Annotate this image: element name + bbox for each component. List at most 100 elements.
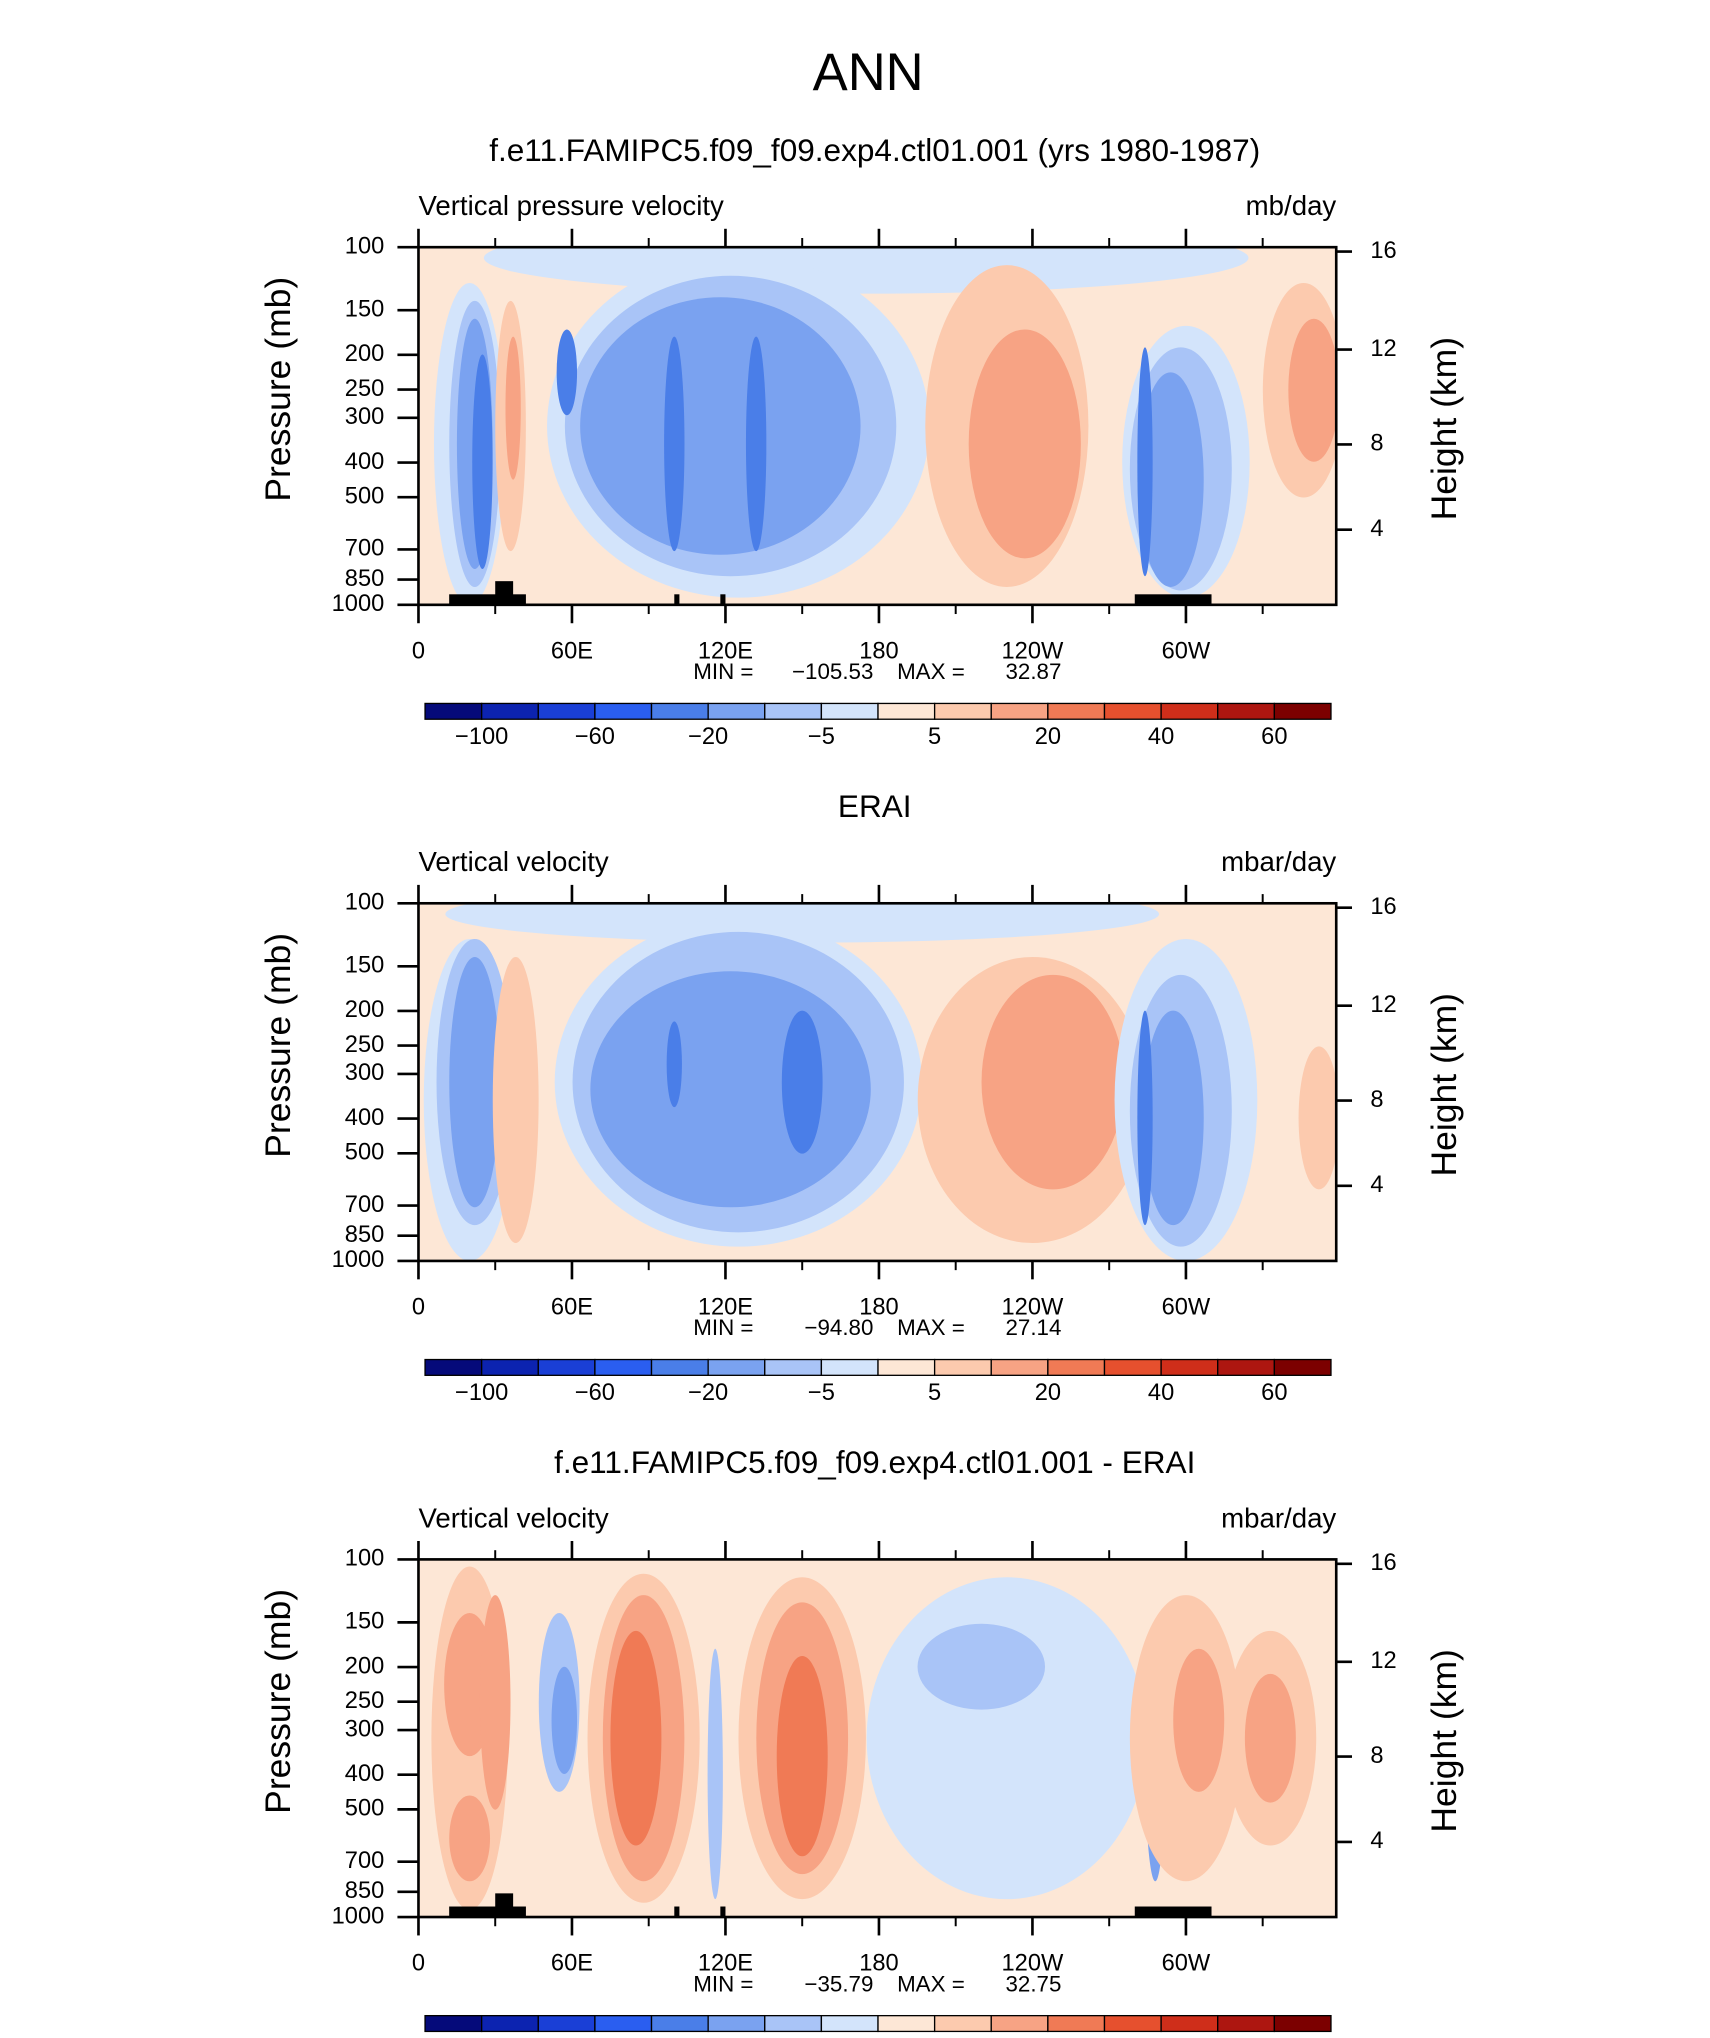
colorbar-swatch [537,2014,596,2033]
y-tick-label: 250 [345,1688,384,1714]
y2-tick-label: 4 [1370,516,1383,542]
y-tick-label: 400 [345,1761,384,1787]
x-tick-label: 0 [412,1951,425,1977]
x-tick-label: 180 [859,638,898,664]
y2-tick-label: 8 [1370,431,1383,457]
y-tick-label: 500 [345,1796,384,1822]
colorbar-swatch [1103,2014,1162,2033]
contour-fill [707,1648,723,1900]
y2-tick-label: 12 [1370,992,1396,1018]
y-tick-label: 250 [345,1032,384,1058]
colorbar-swatch [424,702,483,720]
terrain [495,1893,514,1918]
colorbar-swatch [764,2014,823,2033]
y2-tick-label: 12 [1370,336,1396,362]
x-tick-label: 60W [1162,1951,1211,1977]
x-tick-label: 120E [698,638,753,664]
colorbar-swatch [594,702,653,720]
y-axis-title: Pressure (mb) [258,933,298,1158]
x-tick-label: 120W [1002,1295,1064,1321]
max-value: 32.87 [1006,659,1062,684]
colorbar-swatch [990,1358,1049,1376]
min-value: −105.53 [792,659,873,684]
y-tick-label: 1000 [332,591,385,617]
colorbar-swatch [424,1358,483,1376]
colorbar-label: −20 [631,2036,671,2038]
colorbar-label: 40 [1205,2036,1231,2038]
contour-fill [917,1623,1046,1710]
contour-fill [551,1666,578,1774]
contour-fill [781,1010,823,1154]
colorbar-swatch [1217,702,1276,720]
y2-tick-label: 16 [1370,894,1396,920]
y-tick-label: 300 [345,1716,384,1742]
colorbar-label: 20 [1035,724,1061,750]
contour-fill [1173,1648,1225,1792]
colorbar-swatch [707,2014,766,2033]
y2-tick-label: 8 [1370,1743,1383,1769]
colorbar-swatch [481,2014,539,2033]
x-tick-label: 120W [1002,638,1064,664]
colorbar-swatch [650,2014,709,2033]
terrain [720,594,726,605]
colorbar-swatch [650,702,709,720]
min-value: −94.80 [804,1315,873,1340]
y-tick-label: 200 [345,341,384,367]
y-tick-label: 700 [345,1192,384,1218]
y-axis-title: Pressure (mb) [258,277,298,502]
terrain [674,1906,680,1918]
colorbar-swatch [1160,1358,1219,1376]
y2-tick-label: 16 [1370,1550,1396,1576]
colorbar-swatch [537,702,596,720]
max-label: MAX = [897,1315,965,1340]
y-tick-label: 1000 [332,1247,385,1273]
min-value: −35.79 [804,1971,873,1996]
y2-axis-title: Height (km) [1424,1649,1464,1832]
colorbar-swatch [877,1358,936,1376]
min-label: MIN = [693,659,753,684]
contour-fill [1137,347,1153,577]
colorbar-swatch [764,1358,823,1376]
y2-tick-label: 12 [1370,1648,1396,1674]
colorbar-swatch [933,702,992,720]
y-tick-label: 850 [345,1878,384,1904]
colorbar-label: −15 [688,2036,728,2038]
x-tick-label: 180 [859,1951,898,1977]
colorbar-label: 40 [1148,1380,1174,1406]
contour-fill [445,903,1160,943]
colorbar-swatch [820,702,879,720]
y2-axis-title: Height (km) [1424,993,1464,1176]
y-tick-label: 400 [345,1105,384,1131]
colorbar-swatch [990,2014,1049,2033]
colorbar-swatch [820,2014,879,2033]
plot-frame [417,245,1338,607]
colorbar-label: 30 [1148,2036,1174,2038]
colorbar-swatch [1047,2014,1106,2033]
colorbar-label: 5 [928,1380,941,1406]
colorbar-label: −20 [688,724,728,750]
contour-field [418,247,1337,605]
contour-fill [664,336,685,552]
contour-fill [981,974,1125,1190]
contour-fill [580,297,861,555]
colorbar-swatch [537,1358,596,1376]
plot-frame [417,1558,1338,1919]
colorbar-swatch [764,702,823,720]
terrain [449,594,526,605]
colorbar-swatch [1273,2014,1332,2033]
min-label: MIN = [693,1971,753,1996]
contour-fill [479,1595,511,1810]
max-label: MAX = [897,659,965,684]
y-tick-label: 150 [345,953,384,979]
x-tick-label: 120E [698,1951,753,1977]
y-tick-label: 500 [345,1140,384,1166]
colorbar-label: 20 [1091,2036,1117,2038]
units-label: mbar/day [1221,1502,1336,1533]
y-tick-label: 150 [345,296,384,322]
y-tick-label: 300 [345,1060,384,1086]
colorbar-swatch [1103,702,1162,720]
panel-title: ERAI [838,788,912,824]
terrain [1134,1906,1212,1918]
colorbar-label: −100 [455,724,508,750]
x-tick-label: 60W [1162,1295,1211,1321]
